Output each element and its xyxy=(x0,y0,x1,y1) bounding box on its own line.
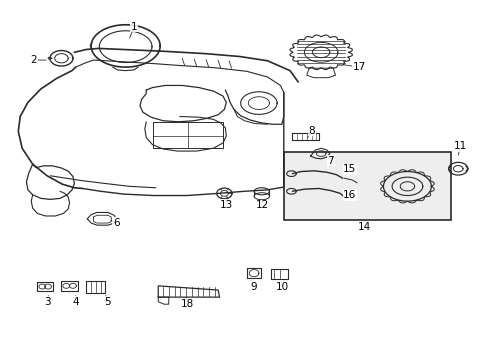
Text: 2: 2 xyxy=(30,55,37,65)
Text: 15: 15 xyxy=(343,165,356,174)
Text: 6: 6 xyxy=(113,218,119,228)
Text: 4: 4 xyxy=(72,297,79,307)
Bar xyxy=(283,152,449,220)
Text: 8: 8 xyxy=(307,126,314,136)
Text: 11: 11 xyxy=(452,141,466,152)
Text: 16: 16 xyxy=(343,190,356,200)
Text: 1: 1 xyxy=(131,22,137,32)
Text: 7: 7 xyxy=(327,156,333,166)
Text: 12: 12 xyxy=(256,201,269,210)
Text: 5: 5 xyxy=(104,297,111,307)
Text: 13: 13 xyxy=(219,200,232,210)
Text: 18: 18 xyxy=(180,299,193,309)
Text: 14: 14 xyxy=(357,221,370,231)
Text: 3: 3 xyxy=(43,297,50,307)
Text: 10: 10 xyxy=(275,282,288,292)
Text: 17: 17 xyxy=(352,62,366,72)
Text: 9: 9 xyxy=(250,282,257,292)
